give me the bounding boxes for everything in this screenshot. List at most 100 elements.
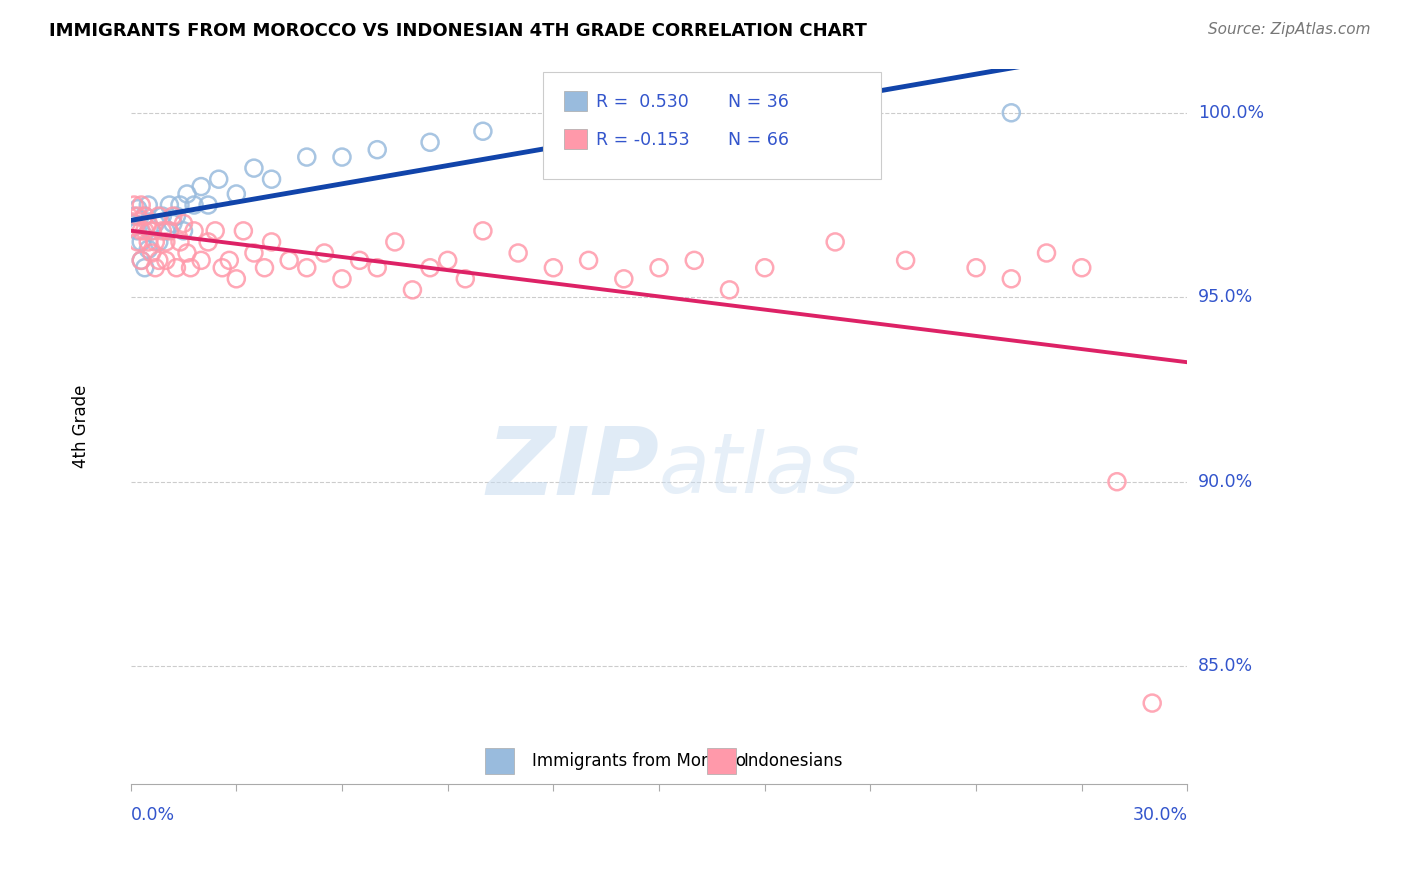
Point (148, 209, 170, 223)
Point (197, 235, 219, 249)
Text: IMMIGRANTS FROM MOROCCO VS INDONESIAN 4TH GRADE CORRELATION CHART: IMMIGRANTS FROM MOROCCO VS INDONESIAN 4T… (49, 22, 868, 40)
Point (162, 209, 184, 223)
Point (683, 253, 706, 268)
Point (578, 253, 600, 268)
Point (243, 161, 266, 175)
Point (419, 260, 441, 275)
Point (204, 224, 226, 238)
Point (136, 217, 159, 231)
Text: 95.0%: 95.0% (1198, 288, 1253, 306)
Point (260, 172, 283, 186)
Point (543, 260, 565, 275)
Point (401, 283, 423, 297)
Point (148, 253, 170, 268)
Point (122, 217, 145, 231)
Point (1035, 246, 1057, 260)
FancyBboxPatch shape (707, 748, 737, 774)
Point (127, 202, 149, 216)
FancyBboxPatch shape (564, 128, 588, 149)
Point (754, 113, 776, 128)
Point (134, 260, 156, 275)
Point (471, 124, 494, 138)
Point (683, 113, 706, 128)
Point (176, 246, 198, 260)
Text: 0.0%: 0.0% (131, 806, 174, 824)
Point (155, 224, 177, 238)
Text: R =  0.530: R = 0.530 (596, 93, 689, 112)
Point (122, 209, 145, 223)
Point (143, 235, 166, 249)
Point (129, 253, 152, 268)
Text: R = -0.153: R = -0.153 (596, 131, 689, 149)
Point (150, 224, 173, 238)
Point (165, 209, 187, 223)
Point (150, 209, 173, 223)
Point (295, 260, 318, 275)
Point (136, 242, 159, 256)
Point (471, 224, 494, 238)
Point (1000, 272, 1022, 286)
Point (122, 198, 145, 212)
Point (314, 246, 336, 260)
Point (129, 253, 152, 268)
Point (330, 150, 353, 164)
Point (129, 224, 152, 238)
FancyBboxPatch shape (485, 748, 515, 774)
Point (190, 253, 212, 268)
Text: atlas: atlas (659, 429, 860, 510)
Point (208, 172, 231, 186)
Point (278, 253, 301, 268)
Point (155, 235, 177, 249)
Point (1070, 260, 1092, 275)
Point (225, 272, 247, 286)
Point (824, 235, 846, 249)
Point (165, 260, 187, 275)
Point (129, 198, 152, 212)
Point (225, 186, 247, 201)
Point (169, 235, 191, 249)
Point (143, 217, 166, 231)
Text: Immigrants from Morocco: Immigrants from Morocco (533, 752, 747, 771)
Point (454, 272, 477, 286)
Point (718, 283, 741, 297)
Point (162, 217, 184, 231)
Point (295, 150, 318, 164)
Point (243, 246, 266, 260)
Point (1000, 105, 1022, 120)
Point (141, 224, 163, 238)
Point (613, 272, 636, 286)
Point (127, 224, 149, 238)
Text: 85.0%: 85.0% (1198, 657, 1253, 675)
Point (169, 198, 191, 212)
Point (157, 224, 180, 238)
Point (136, 235, 159, 249)
Point (127, 235, 149, 249)
Text: 4th Grade: 4th Grade (73, 384, 90, 468)
Point (965, 260, 987, 275)
Point (183, 224, 205, 238)
Point (129, 235, 152, 249)
Point (190, 179, 212, 194)
Text: 30.0%: 30.0% (1132, 806, 1188, 824)
Point (349, 253, 371, 268)
Point (180, 260, 202, 275)
Point (183, 198, 205, 212)
Point (155, 253, 177, 268)
Point (127, 209, 149, 223)
Point (754, 260, 776, 275)
Point (134, 209, 156, 223)
Point (173, 224, 195, 238)
Point (134, 209, 156, 223)
Point (218, 253, 240, 268)
Point (134, 224, 156, 238)
Point (232, 224, 254, 238)
Point (176, 186, 198, 201)
Point (157, 198, 180, 212)
Point (141, 246, 163, 260)
Point (143, 260, 166, 275)
Text: 100.0%: 100.0% (1198, 103, 1264, 122)
Text: 90.0%: 90.0% (1198, 473, 1253, 491)
Point (173, 217, 195, 231)
Point (366, 260, 388, 275)
Point (197, 198, 219, 212)
